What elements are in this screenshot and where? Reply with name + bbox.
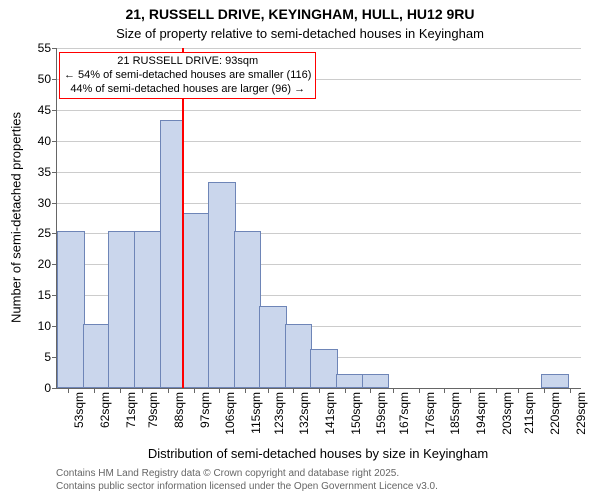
xtick-label: 141sqm (323, 392, 337, 435)
xtick-label: 203sqm (500, 392, 514, 435)
histogram-bar (108, 231, 136, 388)
xtick-label: 229sqm (574, 392, 588, 435)
ytick-mark (52, 388, 57, 389)
xtick-mark (544, 388, 545, 393)
xtick-mark (68, 388, 69, 393)
xtick-label: 185sqm (448, 392, 462, 435)
xtick-mark (419, 388, 420, 393)
histogram-bar (208, 182, 236, 388)
xtick-label: 115sqm (249, 392, 263, 434)
xtick-label: 62sqm (98, 392, 112, 428)
footer-line2: Contains public sector information licen… (56, 481, 438, 492)
xtick-label: 79sqm (146, 392, 160, 428)
xtick-mark (142, 388, 143, 393)
y-axis-label: Number of semi-detached properties (9, 48, 24, 388)
x-axis-label: Distribution of semi-detached houses by … (56, 446, 580, 461)
footer-line1: Contains HM Land Registry data © Crown c… (56, 468, 399, 479)
xtick-mark (319, 388, 320, 393)
histogram-bar (182, 213, 210, 388)
histogram-bar (362, 374, 390, 388)
histogram-bar (234, 231, 262, 388)
gridline (57, 203, 581, 204)
xtick-label: 123sqm (272, 392, 286, 435)
xtick-label: 88sqm (172, 392, 186, 428)
xtick-mark (393, 388, 394, 393)
xtick-mark (470, 388, 471, 393)
annotation-line3: 44% of semi-detached houses are larger (… (64, 83, 311, 97)
xtick-label: 132sqm (297, 392, 311, 435)
histogram-bar (336, 374, 364, 388)
ytick-mark (52, 48, 57, 49)
chart-container: 21, RUSSELL DRIVE, KEYINGHAM, HULL, HU12… (0, 0, 600, 500)
xtick-mark (518, 388, 519, 393)
xtick-mark (120, 388, 121, 393)
xtick-mark (444, 388, 445, 393)
xtick-label: 106sqm (223, 392, 237, 435)
histogram-bar (83, 324, 111, 388)
xtick-mark (245, 388, 246, 393)
histogram-bar (259, 306, 287, 388)
gridline (57, 48, 581, 49)
xtick-mark (268, 388, 269, 393)
xtick-mark (293, 388, 294, 393)
xtick-label: 220sqm (548, 392, 562, 435)
histogram-bar (285, 324, 313, 388)
xtick-mark (345, 388, 346, 393)
histogram-bar (134, 231, 162, 388)
xtick-label: 97sqm (198, 392, 212, 428)
xtick-mark (219, 388, 220, 393)
chart-title-line2: Size of property relative to semi-detach… (0, 26, 600, 41)
gridline (57, 172, 581, 173)
ytick-mark (52, 172, 57, 173)
annotation-line1: 21 RUSSELL DRIVE: 93sqm (64, 55, 311, 69)
histogram-bar (57, 231, 85, 388)
xtick-label: 176sqm (423, 392, 437, 435)
gridline (57, 110, 581, 111)
gridline (57, 141, 581, 142)
xtick-label: 194sqm (474, 392, 488, 435)
xtick-mark (496, 388, 497, 393)
ytick-mark (52, 141, 57, 142)
xtick-mark (168, 388, 169, 393)
histogram-bar (310, 349, 338, 388)
xtick-label: 211sqm (522, 392, 536, 434)
xtick-mark (194, 388, 195, 393)
xtick-label: 53sqm (72, 392, 86, 428)
xtick-mark (370, 388, 371, 393)
annotation-box: 21 RUSSELL DRIVE: 93sqm← 54% of semi-det… (59, 52, 316, 99)
histogram-bar (160, 120, 185, 388)
histogram-bar (541, 374, 569, 388)
chart-title-line1: 21, RUSSELL DRIVE, KEYINGHAM, HULL, HU12… (0, 6, 600, 22)
plot-area: 051015202530354045505521 RUSSELL DRIVE: … (56, 48, 581, 389)
ytick-mark (52, 203, 57, 204)
xtick-label: 159sqm (374, 392, 388, 435)
xtick-label: 167sqm (397, 392, 411, 435)
xtick-mark (570, 388, 571, 393)
ytick-mark (52, 110, 57, 111)
xtick-label: 150sqm (349, 392, 363, 435)
ytick-mark (52, 79, 57, 80)
xtick-label: 71sqm (124, 392, 138, 428)
annotation-line2: ← 54% of semi-detached houses are smalle… (64, 69, 311, 83)
xtick-mark (94, 388, 95, 393)
